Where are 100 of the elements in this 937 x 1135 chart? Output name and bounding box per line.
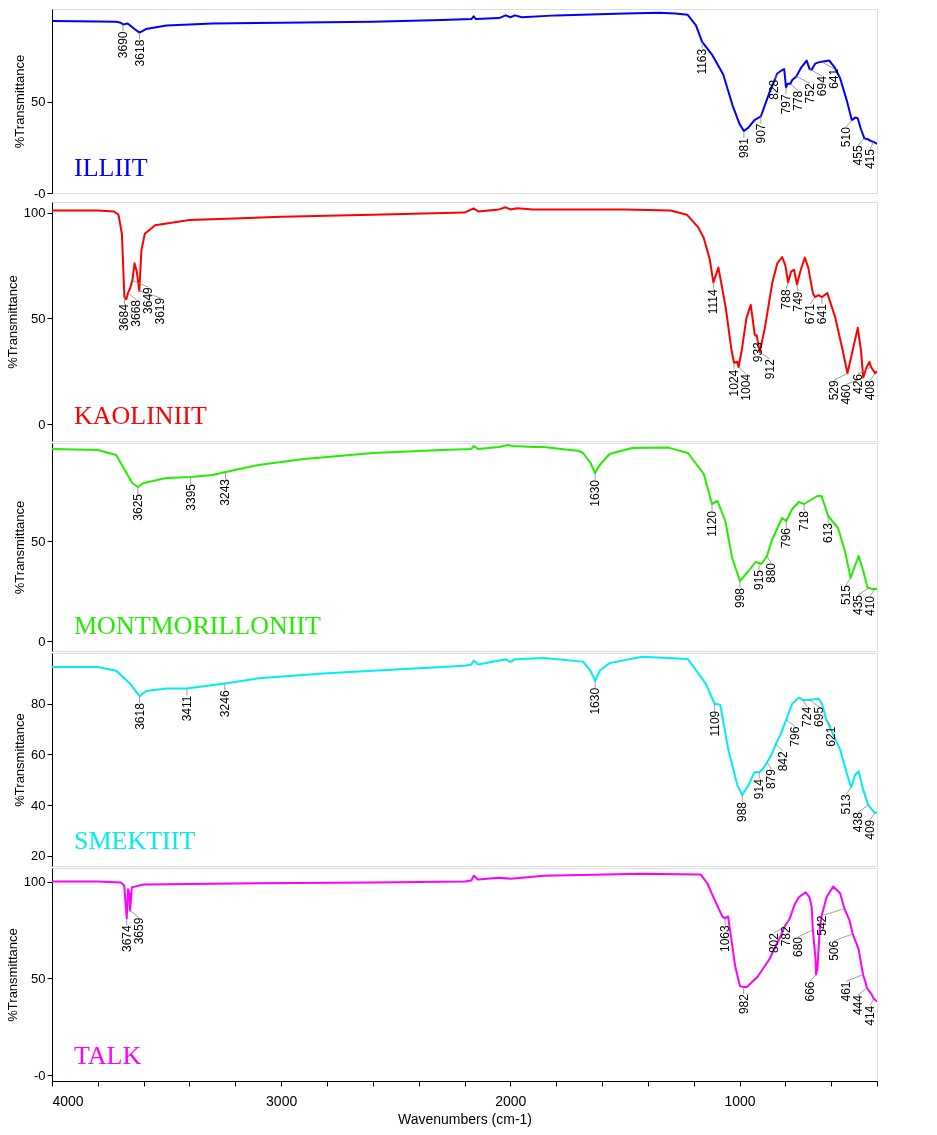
annotation: 796 (788, 726, 803, 747)
annotation: 680 (791, 936, 805, 957)
annotation: 444 (851, 994, 865, 1016)
y-axis-title: %Transmittance (12, 713, 28, 807)
text: KAOLINIIT (74, 401, 207, 430)
annotation: 879 (764, 768, 779, 790)
annotation: 506 (827, 940, 841, 961)
annotation: 907 (753, 123, 768, 144)
y-tick-label: 0 (38, 416, 46, 432)
annotation: 666 (803, 981, 817, 1002)
annotation: 410 (863, 595, 877, 617)
annotation: 3625 (130, 493, 145, 521)
text: ILLIIT (74, 153, 148, 182)
annotation: 641 (815, 303, 829, 325)
annotation: 749 (791, 291, 805, 312)
y-axis-title: %Transmittance (12, 500, 28, 595)
annotation: 880 (763, 562, 778, 584)
annotation: 1063 (718, 925, 733, 953)
y-tick-label: 50 (31, 533, 46, 549)
annotation: 802 (767, 932, 781, 954)
annotation: 695 (812, 706, 827, 727)
annotation: 3649 (141, 286, 156, 314)
y-tick-label: 50 (31, 94, 46, 110)
annotation: 752 (803, 83, 817, 104)
annotation: 513 (839, 794, 853, 815)
annotation: 3395 (183, 483, 198, 511)
annotation: 915 (751, 569, 766, 591)
annotation: 842 (776, 750, 791, 772)
annotation: 1004 (739, 373, 753, 401)
y-tick-label: 60 (31, 746, 46, 762)
annotation: 3411 (179, 695, 194, 722)
y-axis-title: %Transmittance (12, 54, 28, 149)
annotation: 998 (732, 587, 747, 609)
text: TALK (74, 1041, 142, 1070)
x-axis-title: Wavenumbers (cm-1) (397, 1110, 533, 1127)
annotation: 981 (736, 137, 751, 159)
annotation: 415 (863, 148, 877, 170)
annotation: 529 (827, 380, 841, 401)
annotation: 3243 (218, 478, 233, 506)
annotation: 408 (863, 380, 877, 401)
annotation: 1114 (706, 289, 721, 315)
annotation: 778 (791, 90, 805, 111)
annotation: 510 (839, 126, 853, 148)
annotation: 3674 (119, 925, 134, 953)
annotation: 3659 (131, 917, 146, 945)
y-tick-label: 20 (31, 848, 46, 864)
annotation: 912 (763, 358, 777, 380)
annotation: 515 (839, 584, 853, 606)
annotation: 828 (767, 79, 781, 100)
y-tick-label: -0 (33, 1067, 46, 1083)
annotation: 641 (827, 68, 841, 89)
x-tick-label: 1000 (724, 1092, 756, 1109)
annotation: 788 (779, 289, 793, 310)
annotation: 796 (779, 527, 794, 549)
annotation: 782 (779, 926, 793, 947)
annotation: 694 (815, 75, 829, 97)
annotation: 435 (851, 594, 865, 616)
annotation: 671 (803, 303, 817, 325)
annotation: 1630 (588, 479, 603, 507)
annotation: 1024 (727, 369, 741, 397)
x-tick-label: 3000 (266, 1092, 298, 1109)
annotation: 461 (839, 981, 853, 1002)
annotation: 542 (815, 915, 829, 936)
annotation: 797 (779, 94, 793, 115)
annotation: 613 (821, 522, 836, 544)
annotation: 1120 (705, 510, 719, 537)
y-tick-label: 50 (31, 310, 46, 326)
y-tick-label: 50 (31, 970, 46, 986)
annotation: 3690 (116, 31, 131, 59)
x-tick-label: 2000 (495, 1092, 527, 1109)
annotation: 988 (735, 801, 750, 823)
y-axis-title: %Transmittance (4, 928, 20, 1022)
y-tick-label: 100 (23, 874, 46, 890)
y-tick-label: 80 (31, 696, 46, 712)
annotation: 438 (851, 811, 865, 833)
annotation: 3618 (132, 39, 147, 67)
annotation: 3668 (129, 299, 144, 327)
y-tick-label: 40 (31, 797, 46, 813)
annotation: 3618 (132, 702, 147, 730)
annotation: 409 (863, 819, 877, 840)
annotation: 460 (839, 384, 853, 405)
annotation: 933 (751, 341, 765, 363)
annotation: 1630 (588, 687, 603, 715)
annotation: 455 (851, 145, 865, 166)
annotation: 3619 (153, 297, 168, 325)
annotation: 414 (863, 1005, 877, 1026)
annotation: 621 (824, 726, 839, 747)
text: SMEKTIIT (74, 826, 196, 855)
annotation: 724 (800, 706, 815, 727)
annotation: 914 (752, 778, 767, 800)
annotation: 3684 (117, 303, 132, 331)
y-tick-label: -0 (33, 185, 46, 201)
x-tick-label: 4000 (52, 1092, 84, 1109)
text: MONTMORILLONIIT (74, 611, 322, 640)
y-axis-title: %Transmittance (4, 275, 20, 369)
annotation: 426 (851, 373, 865, 394)
annotation: 1163 (695, 48, 710, 75)
y-tick-label: 0 (38, 633, 46, 649)
y-tick-label: 100 (23, 205, 46, 221)
annotation: 718 (797, 510, 812, 532)
